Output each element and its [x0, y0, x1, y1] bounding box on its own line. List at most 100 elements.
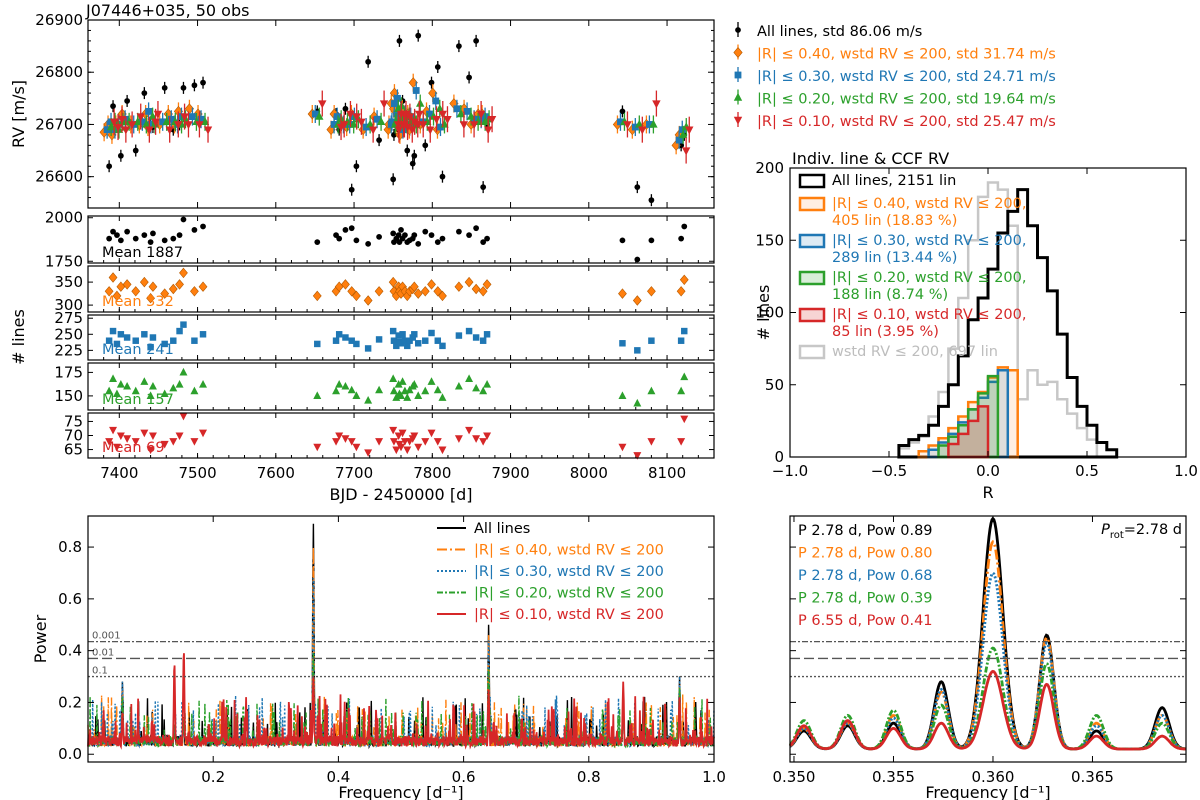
rv-point — [110, 103, 116, 110]
rv-point — [117, 152, 124, 159]
rv-point — [147, 121, 155, 128]
nlines-point — [347, 385, 356, 394]
rv-point — [685, 126, 694, 135]
nlines-point — [108, 272, 118, 283]
nlines-panel: 150 175 Mean 157 — [54, 362, 715, 411]
rv-point — [469, 121, 479, 130]
nlines-point — [438, 290, 447, 302]
nlines-point — [427, 429, 436, 438]
hist-legend-patch — [798, 196, 826, 212]
nlines-point — [398, 429, 407, 438]
rv-legend-marker — [735, 27, 741, 33]
nlines-point — [676, 286, 686, 297]
gls-xlabel: Frequency [d⁻¹] — [338, 783, 463, 800]
rv-point — [161, 85, 168, 91]
rv-legend-label: |R| ≤ 0.40, wstd RV ≤ 200, std 31.74 m/s — [757, 47, 1056, 63]
nlines-point — [342, 334, 349, 341]
nlines-point — [454, 435, 463, 443]
nlines-point — [376, 234, 382, 240]
rv-point — [145, 107, 152, 115]
nlines-point — [180, 216, 187, 223]
nlines-point — [139, 276, 149, 288]
nlines-point — [465, 426, 474, 435]
rv-point — [432, 97, 440, 105]
nlines-point — [140, 377, 149, 385]
rv-point — [443, 116, 452, 125]
nlines-point — [348, 337, 355, 344]
nlines-point — [147, 343, 154, 351]
nlines-axes-frame — [87, 314, 715, 361]
nlines-point — [394, 380, 403, 388]
rv-legend-label: All lines, std 86.06 m/s — [757, 24, 922, 40]
nlines-point — [647, 286, 656, 297]
nlines-point — [479, 438, 488, 446]
nlines-point — [112, 443, 121, 452]
rv-ytick-label: 26600 — [35, 168, 83, 186]
nlines-point — [389, 426, 398, 435]
nlines-point — [398, 377, 407, 385]
nlines-point — [190, 386, 199, 395]
nlines-axes-frame — [87, 265, 715, 313]
rv-point — [167, 115, 175, 123]
gls-legend-label: |R| ≤ 0.40, wstd RV ≤ 200 — [474, 543, 664, 559]
rv-point — [476, 110, 486, 119]
nlines-point — [109, 327, 117, 335]
nlines-point — [465, 327, 473, 335]
nlines-xtick-label: 7500 — [178, 464, 216, 482]
nlines-point — [341, 381, 350, 390]
rv-point — [121, 115, 129, 123]
hist-title: Indiv. line & CCF RV — [792, 149, 949, 168]
nlines-point — [395, 332, 402, 339]
nlines-point — [332, 386, 341, 395]
nlines-point — [433, 385, 442, 394]
nlines-point — [123, 381, 132, 390]
hist-legend-patch — [798, 270, 826, 286]
nlines-point — [633, 398, 642, 407]
nlines-point — [483, 380, 492, 388]
nlines-point — [341, 279, 350, 290]
nlines-point — [395, 232, 402, 239]
nlines-point — [420, 286, 430, 297]
nlines-point — [483, 432, 492, 441]
hist-xtick-label: 0.0 — [976, 462, 1000, 480]
zoom-axes-frame — [789, 515, 1187, 763]
hist-ytick-label: 200 — [755, 159, 784, 177]
rv-point — [127, 121, 137, 130]
nlines-point — [410, 380, 419, 388]
rv-point — [459, 121, 469, 130]
nlines-point — [647, 386, 656, 395]
nlines-point — [427, 377, 436, 385]
rv-point — [379, 100, 389, 109]
rv-point — [342, 105, 349, 112]
hist-legend-label: |R| ≤ 0.20, wstd RV ≤ 200, — [832, 270, 1026, 286]
nlines-point — [679, 274, 689, 286]
zoom-series-line — [789, 669, 1186, 751]
nlines-point — [161, 237, 168, 244]
rv-point — [411, 152, 418, 159]
nlines-point — [123, 334, 131, 341]
rv-point — [634, 184, 641, 190]
gls-xtick-label: 0.2 — [201, 768, 225, 786]
nlines-point — [313, 443, 322, 452]
rv-point — [631, 123, 639, 131]
zoom-series-line — [788, 646, 1187, 751]
rv-point — [432, 116, 441, 125]
hist-ytick-label: 150 — [755, 231, 784, 249]
nlines-point — [200, 223, 206, 230]
rv-point — [635, 119, 644, 128]
hist-legend-label: 85 lin (3.95 %) — [832, 324, 939, 340]
nlines-point — [169, 438, 178, 446]
nlines-point — [179, 267, 188, 279]
nlines-point — [648, 237, 655, 244]
nlines-point — [148, 432, 157, 441]
gls-legend-label: All lines — [474, 521, 530, 537]
gls-legend-label: |R| ≤ 0.10, wstd RV ≤ 200 — [474, 607, 664, 623]
nlines-point — [414, 391, 423, 399]
hist-bars — [897, 181, 1099, 459]
rv-legend-label: |R| ≤ 0.10, wstd RV ≤ 200, std 25.47 m/s — [757, 114, 1056, 130]
nlines-axes-frame — [87, 362, 715, 411]
nlines-point — [410, 432, 419, 441]
nlines-point — [456, 228, 462, 235]
nlines-ytick-label: 225 — [54, 341, 83, 359]
